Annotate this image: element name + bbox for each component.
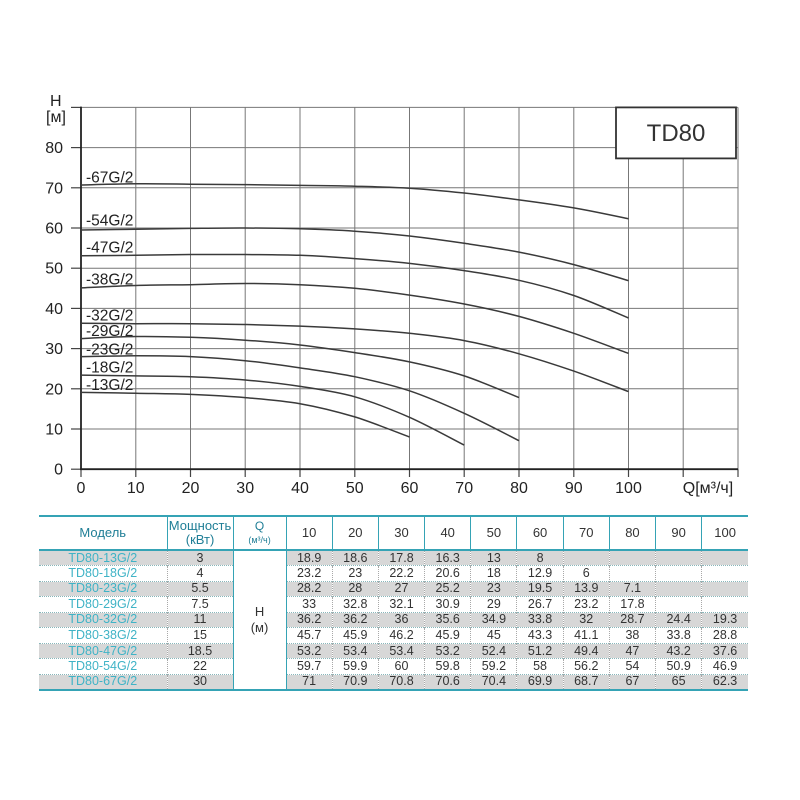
- svg-text:0: 0: [54, 462, 63, 479]
- svg-text:0: 0: [77, 480, 86, 497]
- svg-text:[м]: [м]: [46, 109, 66, 126]
- svg-text:-54G/2: -54G/2: [86, 213, 133, 230]
- svg-text:10: 10: [45, 422, 63, 439]
- svg-text:90: 90: [565, 480, 583, 497]
- svg-text:30: 30: [45, 341, 63, 358]
- svg-text:-13G/2: -13G/2: [86, 377, 133, 394]
- svg-text:50: 50: [346, 480, 364, 497]
- svg-text:20: 20: [182, 480, 200, 497]
- svg-text:40: 40: [291, 480, 309, 497]
- svg-text:60: 60: [401, 480, 419, 497]
- svg-text:-23G/2: -23G/2: [86, 342, 133, 359]
- svg-text:50: 50: [45, 261, 63, 278]
- svg-text:-67G/2: -67G/2: [86, 170, 133, 187]
- svg-text:Q[м³/ч]: Q[м³/ч]: [683, 480, 733, 497]
- svg-text:-32G/2: -32G/2: [86, 308, 133, 325]
- svg-text:-47G/2: -47G/2: [86, 240, 133, 257]
- svg-text:30: 30: [236, 480, 254, 497]
- svg-text:10: 10: [127, 480, 145, 497]
- svg-text:80: 80: [510, 480, 528, 497]
- svg-text:-38G/2: -38G/2: [86, 272, 133, 289]
- svg-text:TD80: TD80: [647, 120, 706, 147]
- svg-text:-18G/2: -18G/2: [86, 360, 133, 377]
- svg-text:70: 70: [45, 180, 63, 197]
- svg-text:-29G/2: -29G/2: [86, 323, 133, 340]
- svg-text:H: H: [50, 93, 62, 110]
- svg-text:60: 60: [45, 221, 63, 238]
- svg-text:80: 80: [45, 140, 63, 157]
- svg-text:40: 40: [45, 301, 63, 318]
- svg-text:100: 100: [615, 480, 642, 497]
- svg-text:70: 70: [455, 480, 473, 497]
- svg-text:20: 20: [45, 381, 63, 398]
